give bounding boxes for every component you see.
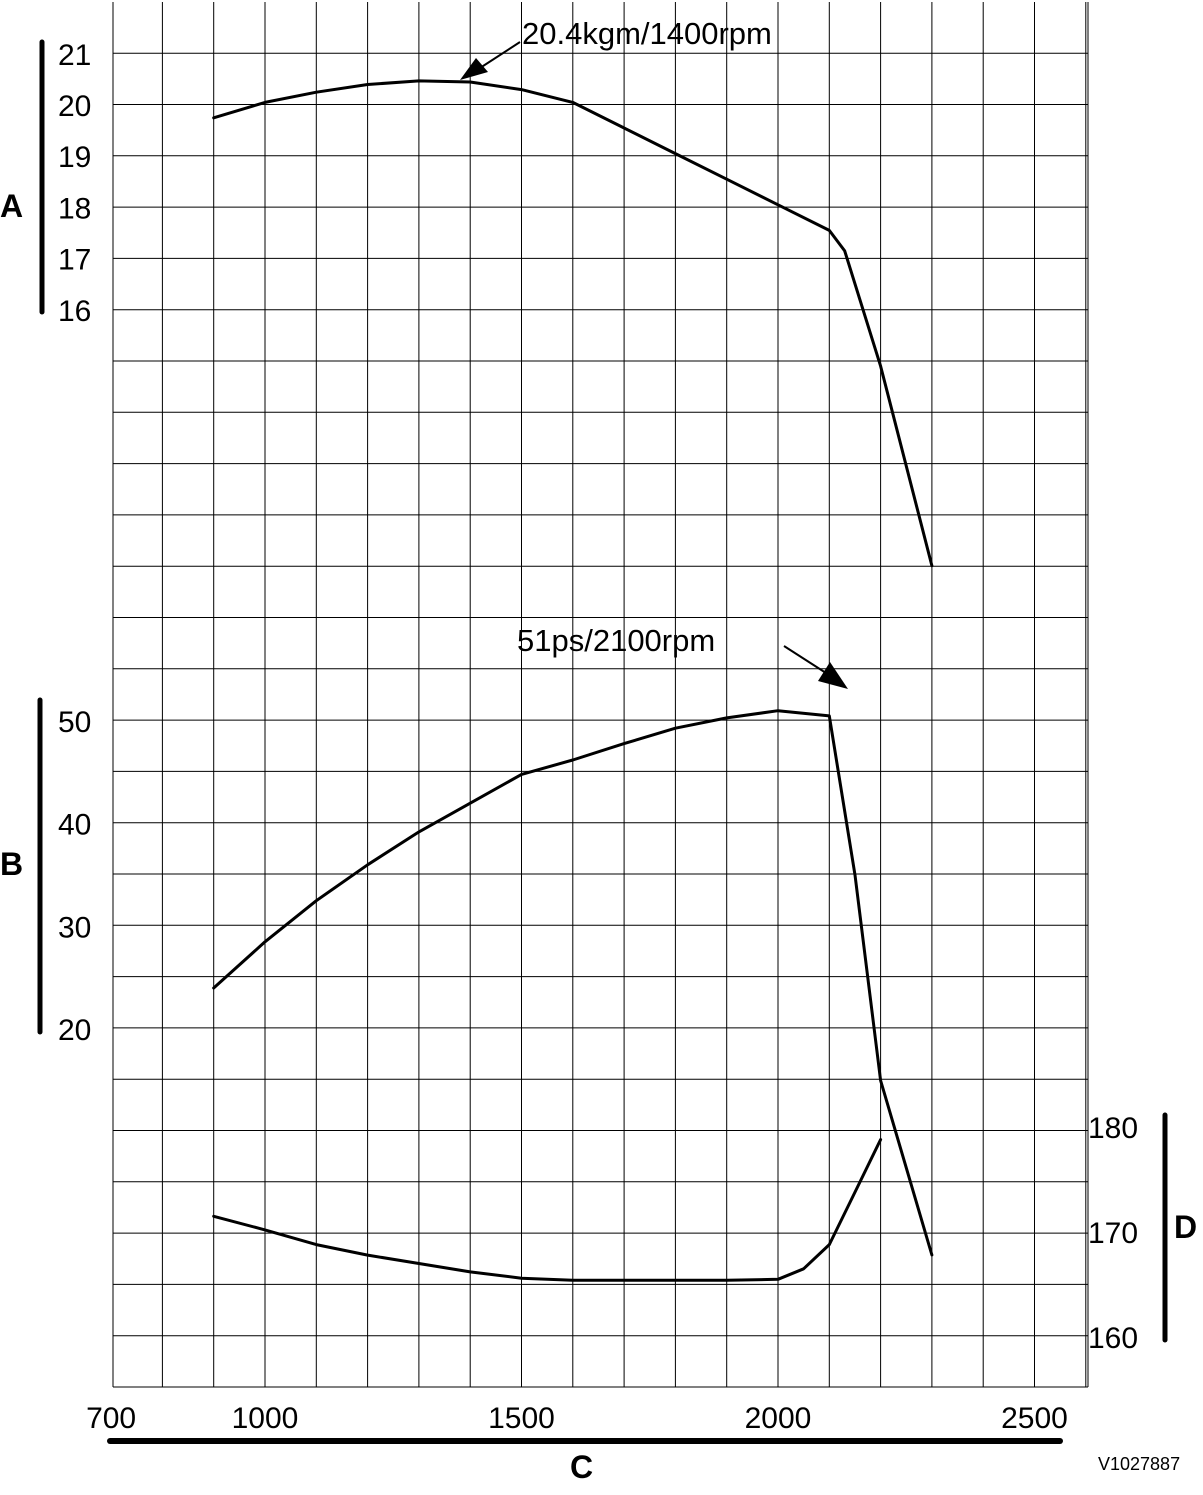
- annotation-torque-arrow-line: [479, 41, 521, 69]
- axis-a-tick-label: 20: [58, 90, 91, 123]
- annotation-torque-arrowhead: [460, 58, 488, 80]
- curve-d: [212, 1138, 883, 1282]
- axis-c-tick-label: 700: [86, 1402, 136, 1435]
- axes: A B D C 21 20 19 18 17 16 50 40 30 20 180 170 160 700…: [0, 39, 1197, 1485]
- axis-a-tick-label: 19: [58, 141, 91, 174]
- axis-a-label: A: [0, 188, 23, 224]
- grid: [112, 2, 1089, 1388]
- axis-b-tick-label: 50: [58, 706, 91, 739]
- axis-c-label: C: [570, 1449, 593, 1485]
- axis-b-tick-label: 30: [58, 911, 91, 944]
- curves: [212, 79, 934, 1282]
- axis-d-tick-label: 180: [1088, 1112, 1138, 1145]
- axis-c-tick-label: 2500: [1001, 1402, 1068, 1435]
- annotation-torque-peak: 20.4kgm/1400rpm: [522, 16, 772, 51]
- axis-a-tick-label: 21: [58, 39, 91, 72]
- axis-c-tick-label: 1000: [232, 1402, 299, 1435]
- axis-c-tick-label: 2000: [745, 1402, 812, 1435]
- annotation-power-arrow-line: [783, 645, 827, 674]
- axis-a-tick-label: 18: [58, 192, 91, 225]
- axis-b-label: B: [0, 846, 23, 882]
- annotations: 20.4kgm/1400rpm 51ps/2100rpm: [460, 16, 848, 689]
- axis-a-tick-label: 17: [58, 244, 91, 277]
- annotation-power-peak: 51ps/2100rpm: [517, 623, 715, 658]
- axis-d-tick-label: 170: [1088, 1217, 1138, 1250]
- axis-d-tick-label: 160: [1088, 1322, 1138, 1355]
- axis-a-tick-label: 16: [58, 295, 91, 328]
- axis-b-tick-label: 20: [58, 1014, 91, 1047]
- axis-d-label: D: [1174, 1209, 1197, 1245]
- figure-id: V1027887: [1098, 1454, 1180, 1474]
- axis-c-tick-label: 1500: [488, 1402, 555, 1435]
- curve-a: [212, 79, 934, 568]
- axis-b-tick-label: 40: [58, 809, 91, 842]
- annotation-power-arrowhead: [818, 662, 848, 689]
- curve-b: [212, 709, 934, 1257]
